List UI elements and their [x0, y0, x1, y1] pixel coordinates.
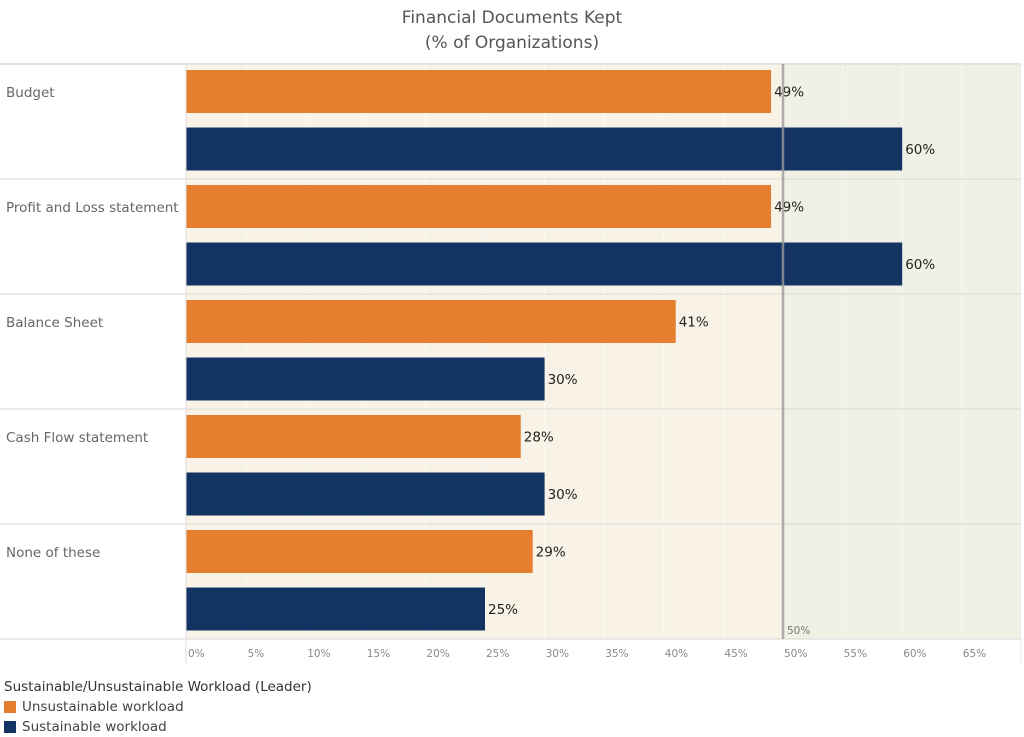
bar-sustainable[interactable] [186, 472, 545, 516]
x-tick-label: 40% [665, 648, 688, 660]
x-tick-label: 65% [963, 648, 986, 660]
x-tick-label: 60% [903, 648, 926, 660]
legend-label-sustainable: Sustainable workload [22, 719, 167, 735]
chart-title: Financial Documents Kept [401, 8, 623, 28]
x-tick-label: 5% [248, 648, 265, 660]
x-tick-label: 20% [426, 648, 449, 660]
legend: Sustainable/Unsustainable Workload (Lead… [4, 678, 312, 737]
bar-chart: Budget Profit and Loss statement Balance S… [0, 63, 1022, 664]
bar-unsustainable[interactable] [186, 70, 772, 113]
bar-sustainable[interactable] [186, 242, 903, 286]
x-tick-label: 45% [724, 648, 747, 660]
legend-title: Sustainable/Unsustainable Workload (Lead… [4, 679, 312, 695]
category-label: Profit and Loss statement [6, 200, 179, 216]
data-label: 49% [774, 85, 804, 101]
data-label: 30% [548, 487, 578, 503]
legend-swatch-unsustainable [4, 701, 16, 713]
x-tick-label: 25% [486, 648, 509, 660]
bar-unsustainable[interactable] [186, 300, 676, 343]
x-tick-label: 50% [784, 648, 807, 660]
data-label: 60% [905, 257, 935, 273]
legend-item-sustainable[interactable]: Sustainable workload [4, 717, 312, 737]
chart-title-block: Financial Documents Kept (% of Organizat… [0, 6, 1024, 56]
x-tick-label: 30% [546, 648, 569, 660]
x-tick-label: 15% [367, 648, 390, 660]
data-label: 49% [774, 200, 804, 216]
category-label: Cash Flow statement [6, 430, 148, 446]
data-label: 28% [524, 430, 554, 446]
data-label: 25% [488, 602, 518, 618]
x-tick-label: 10% [307, 648, 330, 660]
chart-subtitle: (% of Organizations) [424, 33, 600, 53]
category-label: Balance Sheet [6, 315, 103, 331]
bar-sustainable[interactable] [186, 127, 903, 171]
category-label: None of these [6, 545, 100, 561]
data-label: 30% [548, 372, 578, 388]
legend-label-unsustainable: Unsustainable workload [22, 699, 184, 715]
x-tick-label: 55% [844, 648, 867, 660]
x-tick-label: 35% [605, 648, 628, 660]
bar-sustainable[interactable] [186, 587, 486, 631]
bar-sustainable[interactable] [186, 357, 545, 401]
legend-item-unsustainable[interactable]: Unsustainable workload [4, 697, 312, 717]
bar-unsustainable[interactable] [186, 185, 772, 228]
legend-swatch-sustainable [4, 721, 16, 733]
bar-unsustainable[interactable] [186, 415, 521, 458]
data-label: 41% [679, 315, 709, 331]
reference-line-label: 50% [787, 625, 810, 637]
x-tick-label: 0% [188, 648, 205, 660]
data-label: 60% [905, 142, 935, 158]
data-label: 29% [536, 545, 566, 561]
bar-unsustainable[interactable] [186, 530, 533, 573]
reference-label-bg [785, 621, 813, 637]
category-label: Budget [6, 85, 55, 101]
